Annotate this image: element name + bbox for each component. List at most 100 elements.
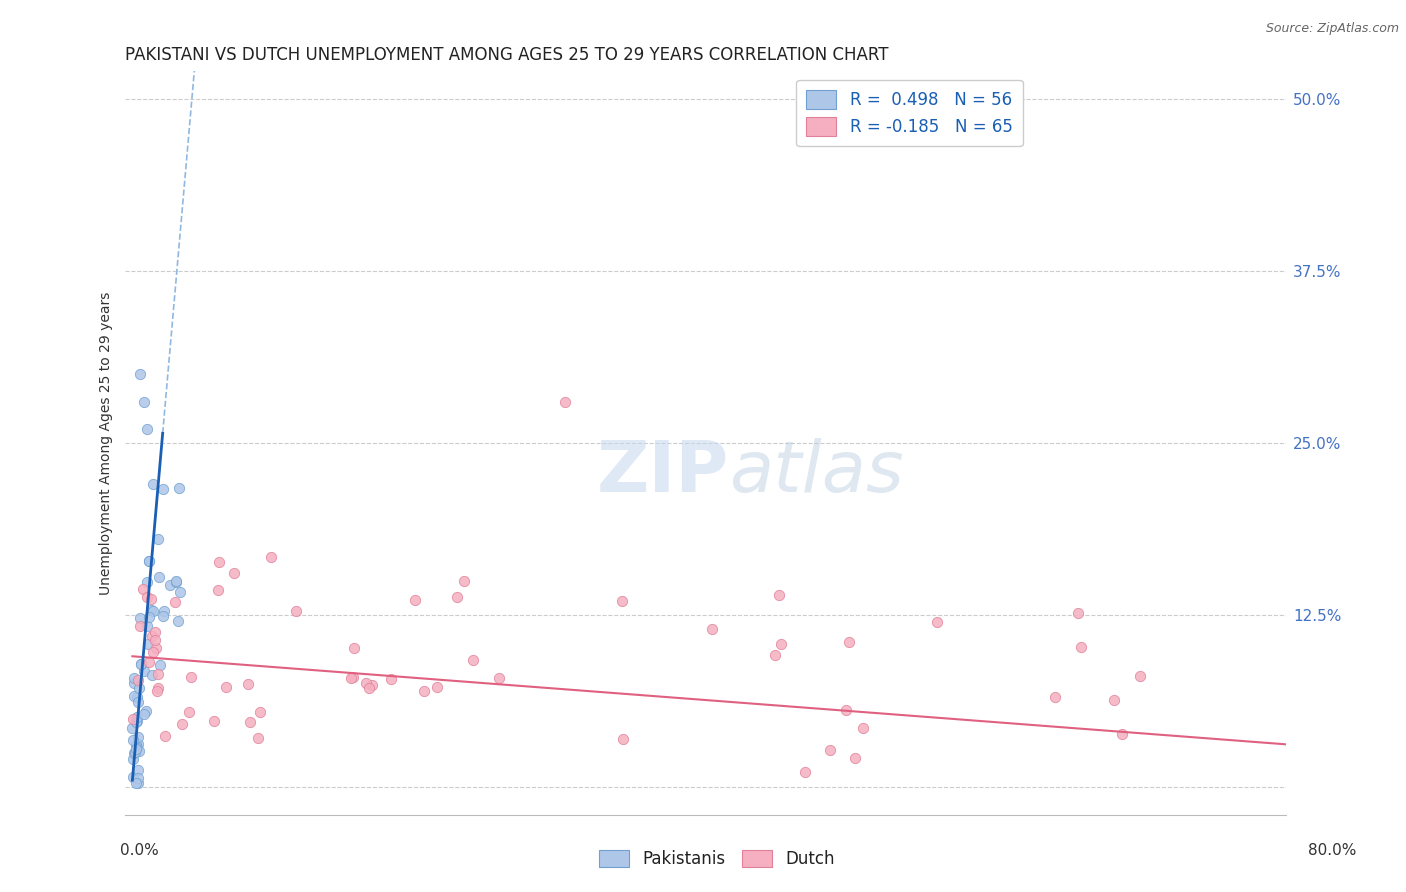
Point xyxy=(138,610,160,624)
Point xyxy=(446,590,468,604)
Point xyxy=(153,605,176,619)
Point xyxy=(167,481,190,495)
Point xyxy=(844,751,866,765)
Text: 0.0%: 0.0% xyxy=(120,843,159,858)
Point xyxy=(136,574,159,589)
Point xyxy=(838,635,860,649)
Point xyxy=(925,615,948,629)
Point xyxy=(769,637,792,651)
Point xyxy=(852,721,875,735)
Point xyxy=(127,673,149,687)
Point xyxy=(247,731,270,746)
Point xyxy=(141,629,163,643)
Point xyxy=(360,678,382,692)
Legend: Pakistanis, Dutch: Pakistanis, Dutch xyxy=(592,843,842,875)
Point xyxy=(142,645,165,659)
Point xyxy=(138,656,160,670)
Point xyxy=(143,632,166,647)
Point xyxy=(129,611,152,625)
Point xyxy=(260,549,283,564)
Point xyxy=(149,657,172,672)
Point xyxy=(145,640,167,655)
Point xyxy=(610,594,633,608)
Point xyxy=(165,574,187,589)
Point xyxy=(236,677,259,691)
Point xyxy=(763,648,786,662)
Point xyxy=(132,394,155,409)
Point xyxy=(125,775,148,789)
Point xyxy=(127,710,149,724)
Point xyxy=(152,482,174,496)
Point xyxy=(125,714,148,729)
Point xyxy=(136,590,159,604)
Point xyxy=(134,665,156,679)
Point xyxy=(1043,690,1066,704)
Point xyxy=(159,578,181,592)
Point xyxy=(142,604,165,618)
Point xyxy=(155,729,177,743)
Point xyxy=(208,555,231,569)
Point xyxy=(138,554,160,568)
Point xyxy=(165,574,187,588)
Point xyxy=(124,742,146,756)
Point xyxy=(152,608,174,623)
Point xyxy=(340,671,363,685)
Point xyxy=(170,716,193,731)
Point xyxy=(143,625,166,640)
Point xyxy=(127,737,149,751)
Point xyxy=(357,681,380,695)
Point xyxy=(222,566,245,580)
Point xyxy=(793,764,815,779)
Point xyxy=(138,554,160,568)
Point xyxy=(1066,606,1088,620)
Point xyxy=(702,622,724,636)
Point xyxy=(125,690,148,704)
Point xyxy=(121,721,143,735)
Text: 80.0%: 80.0% xyxy=(1309,843,1357,858)
Point xyxy=(127,771,149,785)
Point xyxy=(129,657,152,671)
Point xyxy=(285,603,308,617)
Point xyxy=(818,742,841,756)
Point xyxy=(426,681,449,695)
Point xyxy=(404,593,426,607)
Point xyxy=(207,582,229,597)
Y-axis label: Unemployment Among Ages 25 to 29 years: Unemployment Among Ages 25 to 29 years xyxy=(100,292,114,595)
Text: Source: ZipAtlas.com: Source: ZipAtlas.com xyxy=(1265,22,1399,36)
Point xyxy=(554,394,576,409)
Point xyxy=(122,676,145,690)
Point xyxy=(141,668,163,682)
Point xyxy=(249,705,271,719)
Point xyxy=(343,640,366,655)
Point xyxy=(127,695,149,709)
Point xyxy=(177,705,200,719)
Point xyxy=(163,595,186,609)
Point xyxy=(342,670,364,684)
Point xyxy=(413,684,436,698)
Point xyxy=(239,714,262,729)
Point xyxy=(132,582,155,596)
Point xyxy=(166,614,188,628)
Point xyxy=(128,744,150,758)
Point xyxy=(180,670,202,684)
Point xyxy=(129,657,152,672)
Point xyxy=(1129,669,1152,683)
Point xyxy=(141,591,163,606)
Point xyxy=(125,738,148,752)
Point xyxy=(146,684,169,698)
Point xyxy=(124,747,146,761)
Point xyxy=(136,636,159,650)
Point xyxy=(122,732,145,747)
Point xyxy=(128,681,150,695)
Point xyxy=(148,667,170,681)
Point xyxy=(1111,727,1133,741)
Point xyxy=(169,585,191,599)
Text: PAKISTANI VS DUTCH UNEMPLOYMENT AMONG AGES 25 TO 29 YEARS CORRELATION CHART: PAKISTANI VS DUTCH UNEMPLOYMENT AMONG AG… xyxy=(125,46,889,64)
Point xyxy=(127,764,149,778)
Point xyxy=(141,603,163,617)
Point xyxy=(129,618,152,632)
Point xyxy=(136,619,159,633)
Point xyxy=(125,740,148,755)
Point xyxy=(768,588,790,602)
Point xyxy=(461,653,484,667)
